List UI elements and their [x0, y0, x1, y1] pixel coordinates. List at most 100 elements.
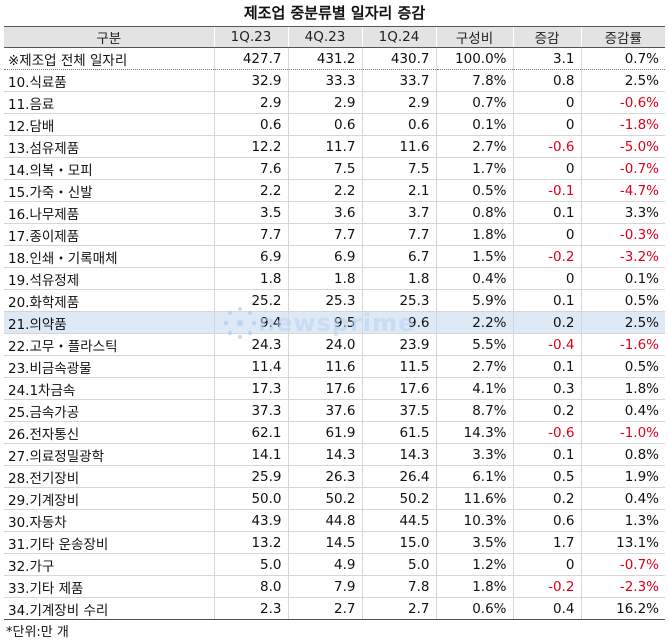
q4-23-cell: 2.7 [287, 597, 362, 620]
q1-24-cell: 11.5 [361, 355, 436, 378]
share-cell: 11.6% [435, 487, 513, 510]
rate-cell: 1.8% [580, 377, 665, 400]
header-rate: 증감률 [580, 26, 665, 48]
table-body: ※제조업 전체 일자리 427.7 431.2 430.7 100.0% 3.1 0.7% 1… [4, 47, 665, 620]
category-cell: 31.기타 운송장비 [4, 531, 214, 554]
rate-cell: 0.7% [580, 47, 665, 70]
change-cell: 3.1 [512, 47, 581, 70]
table-row: 16.나무제품 3.5 3.6 3.7 0.8% 0.1 3.3% [4, 201, 665, 224]
q4-23-cell: 3.6 [287, 201, 362, 224]
share-cell: 3.3% [435, 443, 513, 466]
table-row: 33.기타 제품 8.0 7.9 7.8 1.8% -0.2 -2.3% [4, 575, 665, 598]
change-cell: 0 [512, 223, 581, 246]
rate-cell: 2.5% [580, 311, 665, 334]
unit-note: *단위:만 개 [6, 625, 69, 640]
header-row: 구분 1Q.23 4Q.23 1Q.24 구성비 증감 증감률 [4, 26, 665, 48]
change-cell: 0 [512, 113, 581, 136]
q1-23-cell: 24.3 [213, 333, 288, 356]
q1-24-cell: 7.5 [361, 157, 436, 180]
change-cell: -0.2 [512, 575, 581, 598]
q4-23-cell: 61.9 [287, 421, 362, 444]
q1-23-cell: 2.2 [213, 179, 288, 202]
rate-cell: -0.6% [580, 91, 665, 114]
rate-cell: 0.1% [580, 267, 665, 290]
category-cell: 20.화학제품 [4, 289, 214, 312]
table-row: 22.고무・플라스틱 24.3 24.0 23.9 5.5% -0.4 -1.6% [4, 333, 665, 356]
rate-cell: -2.3% [580, 575, 665, 598]
share-cell: 0.7% [435, 91, 513, 114]
rate-cell: -4.7% [580, 179, 665, 202]
table-row: 24.1차금속 17.3 17.6 17.6 4.1% 0.3 1.8% [4, 377, 665, 400]
rate-cell: 0.5% [580, 289, 665, 312]
category-cell: 24.1차금속 [4, 377, 214, 400]
header-share: 구성비 [435, 26, 513, 48]
rate-cell: 0.8% [580, 443, 665, 466]
header-4q23: 4Q.23 [287, 26, 362, 48]
category-cell: 28.전기장비 [4, 465, 214, 488]
q4-23-cell: 1.8 [287, 267, 362, 290]
share-cell: 0.8% [435, 201, 513, 224]
q1-24-cell: 2.7 [361, 597, 436, 620]
q1-24-cell: 37.5 [361, 399, 436, 422]
category-cell: 27.의료정밀광학 [4, 443, 214, 466]
q4-23-cell: 2.9 [287, 91, 362, 114]
table-row: 19.석유정제 1.8 1.8 1.8 0.4% 0 0.1% [4, 267, 665, 290]
category-cell: 18.인쇄・기록매체 [4, 245, 214, 268]
q1-23-cell: 62.1 [213, 421, 288, 444]
table-row: 31.기타 운송장비 13.2 14.5 15.0 3.5% 1.7 13.1% [4, 531, 665, 554]
category-cell: 32.가구 [4, 553, 214, 576]
q4-23-cell: 7.5 [287, 157, 362, 180]
category-cell: 29.기계장비 [4, 487, 214, 510]
header-change: 증감 [512, 26, 581, 48]
category-cell: ※제조업 전체 일자리 [4, 47, 214, 70]
table-row: 17.종이제품 7.7 7.7 7.7 1.8% 0 -0.3% [4, 223, 665, 246]
rate-cell: -1.8% [580, 113, 665, 136]
table-row: 32.가구 5.0 4.9 5.0 1.2% 0 -0.7% [4, 553, 665, 576]
change-cell: 0.1 [512, 443, 581, 466]
share-cell: 1.2% [435, 553, 513, 576]
change-cell: -0.4 [512, 333, 581, 356]
category-cell: 13.섬유제품 [4, 135, 214, 158]
change-cell: 0.6 [512, 509, 581, 532]
table-row: 26.전자통신 62.1 61.9 61.5 14.3% -0.6 -1.0% [4, 421, 665, 444]
q1-24-cell: 44.5 [361, 509, 436, 532]
table-row: 10.식료품 32.9 33.3 33.7 7.8% 0.8 2.5% [4, 69, 665, 92]
q4-23-cell: 14.3 [287, 443, 362, 466]
category-cell: 10.식료품 [4, 69, 214, 92]
q1-23-cell: 17.3 [213, 377, 288, 400]
q1-23-cell: 37.3 [213, 399, 288, 422]
q1-24-cell: 15.0 [361, 531, 436, 554]
table-row: 15.가죽・신발 2.2 2.2 2.1 0.5% -0.1 -4.7% [4, 179, 665, 202]
q4-23-cell: 25.3 [287, 289, 362, 312]
change-cell: 0 [512, 157, 581, 180]
q1-23-cell: 14.1 [213, 443, 288, 466]
rate-cell: -0.3% [580, 223, 665, 246]
q1-24-cell: 3.7 [361, 201, 436, 224]
q1-24-cell: 5.0 [361, 553, 436, 576]
category-cell: 15.가죽・신발 [4, 179, 214, 202]
q1-23-cell: 1.8 [213, 267, 288, 290]
change-cell: 0.1 [512, 289, 581, 312]
q1-23-cell: 3.5 [213, 201, 288, 224]
rate-cell: -1.0% [580, 421, 665, 444]
share-cell: 7.8% [435, 69, 513, 92]
q4-23-cell: 37.6 [287, 399, 362, 422]
q1-24-cell: 430.7 [361, 47, 436, 70]
q1-24-cell: 2.1 [361, 179, 436, 202]
q4-23-cell: 2.2 [287, 179, 362, 202]
category-cell: 34.기계장비 수리 [4, 597, 214, 620]
q4-23-cell: 9.5 [287, 311, 362, 334]
q1-24-cell: 7.7 [361, 223, 436, 246]
share-cell: 6.1% [435, 465, 513, 488]
q1-24-cell: 0.6 [361, 113, 436, 136]
q4-23-cell: 0.6 [287, 113, 362, 136]
share-cell: 14.3% [435, 421, 513, 444]
q4-23-cell: 24.0 [287, 333, 362, 356]
q1-24-cell: 1.8 [361, 267, 436, 290]
share-cell: 10.3% [435, 509, 513, 532]
q4-23-cell: 11.6 [287, 355, 362, 378]
q1-23-cell: 6.9 [213, 245, 288, 268]
q4-23-cell: 431.2 [287, 47, 362, 70]
q1-23-cell: 50.0 [213, 487, 288, 510]
q1-24-cell: 7.8 [361, 575, 436, 598]
